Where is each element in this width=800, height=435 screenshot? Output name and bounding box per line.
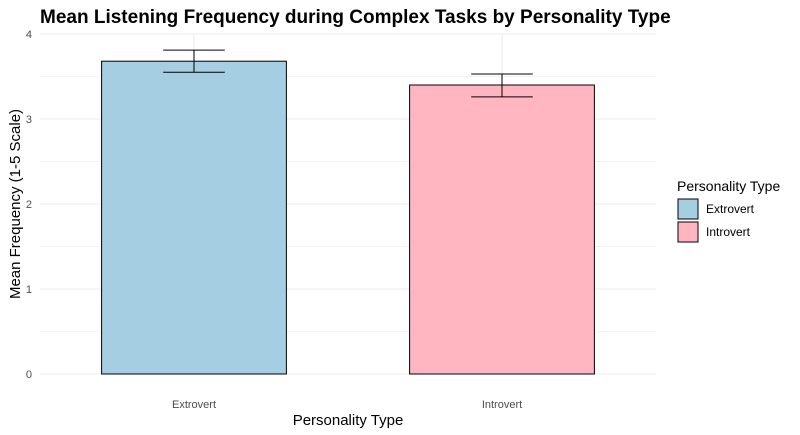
legend-item-introvert: Introvert [677,221,751,243]
legend: Personality Type Extrovert Introvert [677,178,780,243]
bar-introvert [409,84,595,375]
legend-entries: Extrovert Introvert [677,198,755,243]
chart-title: Mean Listening Frequency during Complex … [40,7,671,28]
error-bar-extrovert [163,49,225,73]
x-axis-ticks: Extrovert Introvert [172,399,522,411]
y-tick-label: 3 [26,114,32,126]
legend-label: Extrovert [706,202,755,216]
y-tick-label: 4 [26,29,32,41]
y-tick-label: 0 [26,369,32,381]
legend-swatch [677,198,699,220]
x-axis-title: Personality Type [293,412,404,429]
x-tick-label: Extrovert [172,399,216,411]
legend-label: Introvert [706,225,751,239]
error-bars [163,49,533,98]
legend-item-extrovert: Extrovert [677,198,755,220]
y-tick-label: 1 [26,284,32,296]
legend-swatch [677,221,699,243]
y-axis-ticks: 0 1 2 3 4 [26,29,32,381]
error-bar-introvert [471,73,533,98]
bar-series [101,60,595,375]
legend-title: Personality Type [677,178,780,194]
y-tick-label: 2 [26,199,32,211]
bar-extrovert [101,60,287,375]
plot-area [40,33,656,375]
x-tick-label: Introvert [482,399,522,411]
y-axis-title: Mean Frequency (1-5 Scale) [7,109,24,299]
